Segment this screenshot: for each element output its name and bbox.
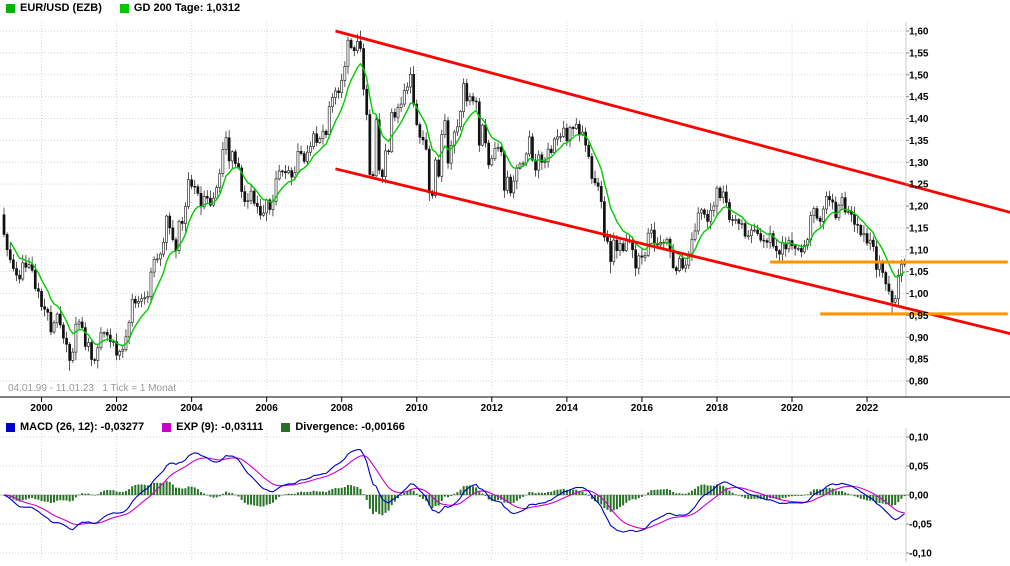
exp-label: EXP (9): -0,03111 [176, 421, 264, 433]
svg-text:1,20: 1,20 [909, 202, 929, 213]
svg-text:2000: 2000 [30, 403, 53, 414]
macd-y-axis-labels: 0,10 0,05 0,00 -0,05 -0,10 [906, 433, 932, 560]
eurusd-series-swatch-icon [6, 3, 15, 13]
svg-text:2006: 2006 [256, 403, 279, 414]
svg-text:1,60: 1,60 [909, 27, 929, 38]
svg-text:1,10: 1,10 [909, 245, 929, 256]
svg-text:2008: 2008 [331, 403, 354, 414]
series-legend-item: EUR/USD (EZB) [6, 2, 102, 14]
svg-text:1,25: 1,25 [909, 180, 929, 191]
svg-text:2016: 2016 [631, 403, 654, 414]
exp-swatch-icon [162, 422, 172, 432]
svg-text:0,90: 0,90 [909, 333, 929, 344]
svg-text:2004: 2004 [180, 403, 203, 414]
candlesticks [2, 30, 906, 371]
price-chart[interactable]: 1,60 1,55 1,50 1,45 1,40 1,35 1,30 1,25 1,20 1,15… [0, 0, 1010, 418]
svg-text:1,50: 1,50 [909, 70, 929, 81]
macd-legend: MACD (26, 12): -0,03277 EXP (9): -0,0311… [6, 421, 423, 433]
ma-legend-item: GD 200 Tage: 1,0312 [119, 2, 241, 14]
svg-text:1,05: 1,05 [909, 267, 929, 278]
macd-legend-item: MACD (26, 12): -0,03277 [6, 421, 144, 433]
ma-label: GD 200 Tage: 1,0312 [133, 2, 241, 14]
macd-line [3, 448, 905, 533]
macd-indicator-chart[interactable]: 0,10 0,05 0,00 -0,05 -0,10 [0, 420, 1010, 566]
exp-legend-item: EXP (9): -0,03111 [162, 421, 263, 433]
gd200-line [9, 62, 906, 347]
svg-text:-0,05: -0,05 [909, 520, 932, 531]
svg-text:0,10: 0,10 [909, 433, 929, 444]
svg-text:0,95: 0,95 [909, 311, 929, 322]
macd-histogram [3, 481, 906, 516]
divergence-swatch-icon [281, 422, 291, 432]
svg-text:2022: 2022 [856, 403, 879, 414]
price-legend: EUR/USD (EZB) GD 200 Tage: 1,0312 [6, 2, 258, 14]
svg-text:0,80: 0,80 [909, 377, 929, 388]
svg-text:1,30: 1,30 [909, 158, 929, 169]
svg-text:2014: 2014 [556, 403, 579, 414]
svg-text:2012: 2012 [481, 403, 504, 414]
macd-label: MACD (26, 12): -0,03277 [20, 421, 145, 433]
period-info: 04.01.99 - 11.01.23 1 Tick = 1 Monat [8, 383, 176, 394]
svg-text:1,15: 1,15 [909, 223, 929, 234]
gd200-swatch-icon [119, 3, 129, 13]
svg-text:0,00: 0,00 [909, 491, 929, 502]
price-y-axis-labels: 1,60 1,55 1,50 1,45 1,40 1,35 1,30 1,25 1,20 1,15… [906, 27, 929, 388]
svg-text:2010: 2010 [406, 403, 429, 414]
macd-grid [0, 430, 906, 560]
series-label: EUR/USD (EZB) [20, 2, 102, 14]
price-x-axis-labels: 2000 2002 2004 2006 2008 2010 2012 2014 2016 2018… [30, 397, 879, 414]
svg-text:0,05: 0,05 [909, 462, 929, 473]
exp-signal-line [3, 455, 905, 530]
svg-text:2002: 2002 [105, 403, 128, 414]
svg-text:1,45: 1,45 [909, 92, 929, 103]
divergence-label: Divergence: -0,00166 [295, 421, 405, 433]
divergence-legend-item: Divergence: -0,00166 [281, 421, 405, 433]
price-grid [0, 22, 906, 390]
svg-text:1,55: 1,55 [909, 48, 929, 59]
svg-text:1,40: 1,40 [909, 114, 929, 125]
svg-text:2018: 2018 [706, 403, 729, 414]
macd-swatch-icon [6, 422, 15, 432]
svg-text:0,85: 0,85 [909, 355, 929, 366]
svg-text:2020: 2020 [781, 403, 804, 414]
lower-channel-trendline [335, 167, 1010, 335]
svg-text:-0,10: -0,10 [909, 549, 932, 560]
upper-channel-trendline [335, 29, 1010, 214]
svg-text:1,00: 1,00 [909, 289, 929, 300]
svg-text:1,35: 1,35 [909, 136, 929, 147]
